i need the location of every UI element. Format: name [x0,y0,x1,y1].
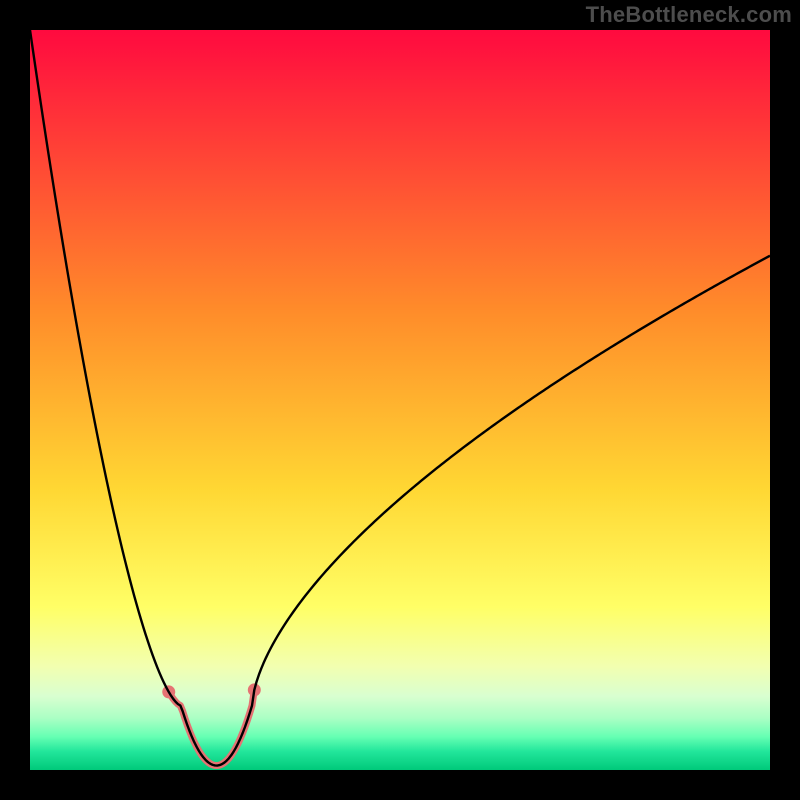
chart-svg [0,0,800,800]
plot-area [30,30,770,770]
chart-stage: TheBottleneck.com [0,0,800,800]
